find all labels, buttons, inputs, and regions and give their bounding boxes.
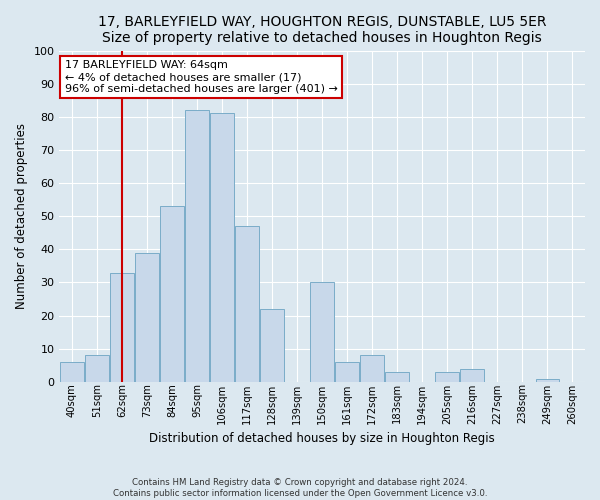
Bar xyxy=(436,372,459,382)
Bar xyxy=(235,226,259,382)
X-axis label: Distribution of detached houses by size in Houghton Regis: Distribution of detached houses by size … xyxy=(149,432,495,445)
Bar xyxy=(85,356,109,382)
Bar xyxy=(60,362,84,382)
Bar xyxy=(310,282,334,382)
Bar xyxy=(210,114,234,382)
Bar xyxy=(335,362,359,382)
Bar xyxy=(536,378,559,382)
Text: 17 BARLEYFIELD WAY: 64sqm
← 4% of detached houses are smaller (17)
96% of semi-d: 17 BARLEYFIELD WAY: 64sqm ← 4% of detach… xyxy=(65,60,338,94)
Title: 17, BARLEYFIELD WAY, HOUGHTON REGIS, DUNSTABLE, LU5 5ER
Size of property relativ: 17, BARLEYFIELD WAY, HOUGHTON REGIS, DUN… xyxy=(98,15,547,45)
Text: Contains HM Land Registry data © Crown copyright and database right 2024.
Contai: Contains HM Land Registry data © Crown c… xyxy=(113,478,487,498)
Bar xyxy=(185,110,209,382)
Bar xyxy=(160,206,184,382)
Bar xyxy=(260,309,284,382)
Bar xyxy=(361,356,384,382)
Bar xyxy=(135,252,159,382)
Bar xyxy=(110,272,134,382)
Bar xyxy=(460,368,484,382)
Bar xyxy=(385,372,409,382)
Y-axis label: Number of detached properties: Number of detached properties xyxy=(15,123,28,309)
